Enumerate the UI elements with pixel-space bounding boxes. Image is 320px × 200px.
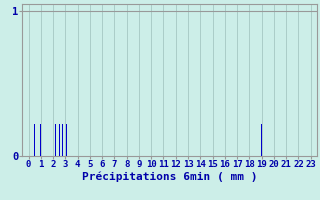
X-axis label: Précipitations 6min ( mm ): Précipitations 6min ( mm ) [82,172,257,182]
Bar [30,124,31,156]
Bar [59,124,60,156]
Bar [261,124,262,156]
Bar [66,124,67,156]
Bar [40,124,41,156]
Bar [55,124,56,156]
Bar [62,124,63,156]
Bar [34,124,35,156]
